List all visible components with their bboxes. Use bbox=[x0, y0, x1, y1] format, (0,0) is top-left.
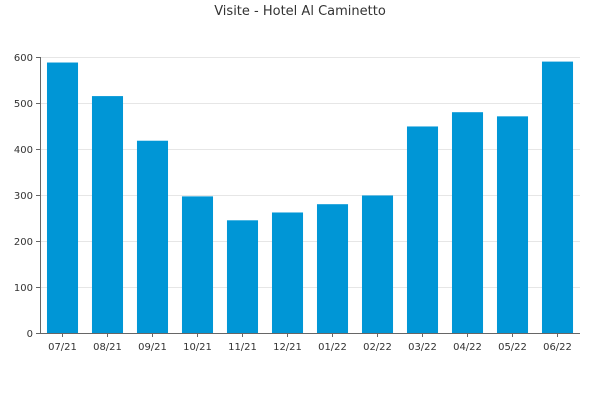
y-tick-label: 200 bbox=[14, 237, 33, 248]
x-tick-label: 02/22 bbox=[363, 342, 392, 353]
x-tick-label: 03/22 bbox=[408, 342, 437, 353]
bar bbox=[361, 195, 394, 333]
bar bbox=[316, 204, 349, 333]
bars bbox=[46, 61, 574, 334]
x-tick-label: 05/22 bbox=[498, 342, 527, 353]
x-tick-label: 04/22 bbox=[453, 342, 482, 353]
bar bbox=[541, 61, 574, 333]
chart-title: Visite - Hotel Al Caminetto bbox=[214, 4, 386, 19]
x-tick-labels: 07/21 08/21 09/21 10/21 11/21 12/21 01/22 02/22… bbox=[48, 342, 572, 353]
bar bbox=[271, 212, 304, 333]
x-tick-label: 06/22 bbox=[543, 342, 572, 353]
bar bbox=[181, 196, 214, 333]
y-tick-label: 600 bbox=[14, 53, 33, 64]
x-tick-label: 07/21 bbox=[48, 342, 77, 353]
y-tick-label: 100 bbox=[14, 283, 33, 294]
y-tick-label: 500 bbox=[14, 99, 33, 110]
x-tick-label: 10/21 bbox=[183, 342, 212, 353]
bar bbox=[136, 140, 169, 333]
y-tick-labels: 0 100 200 300 400 500 600 bbox=[14, 53, 33, 340]
x-tick-label: 01/22 bbox=[318, 342, 347, 353]
bar bbox=[46, 62, 79, 334]
y-tick-label: 300 bbox=[14, 191, 33, 202]
bar bbox=[226, 220, 259, 333]
axes bbox=[36, 57, 580, 337]
x-tick-label: 09/21 bbox=[138, 342, 167, 353]
x-tick-label: 12/21 bbox=[273, 342, 302, 353]
grid-lines bbox=[40, 57, 580, 288]
bar bbox=[91, 96, 124, 333]
x-tick-label: 11/21 bbox=[228, 342, 257, 353]
bar bbox=[496, 116, 529, 333]
bar bbox=[406, 126, 439, 334]
y-tick-label: 0 bbox=[27, 329, 33, 340]
y-tick-label: 400 bbox=[14, 145, 33, 156]
x-tick-label: 08/21 bbox=[93, 342, 122, 353]
bar bbox=[451, 112, 484, 333]
